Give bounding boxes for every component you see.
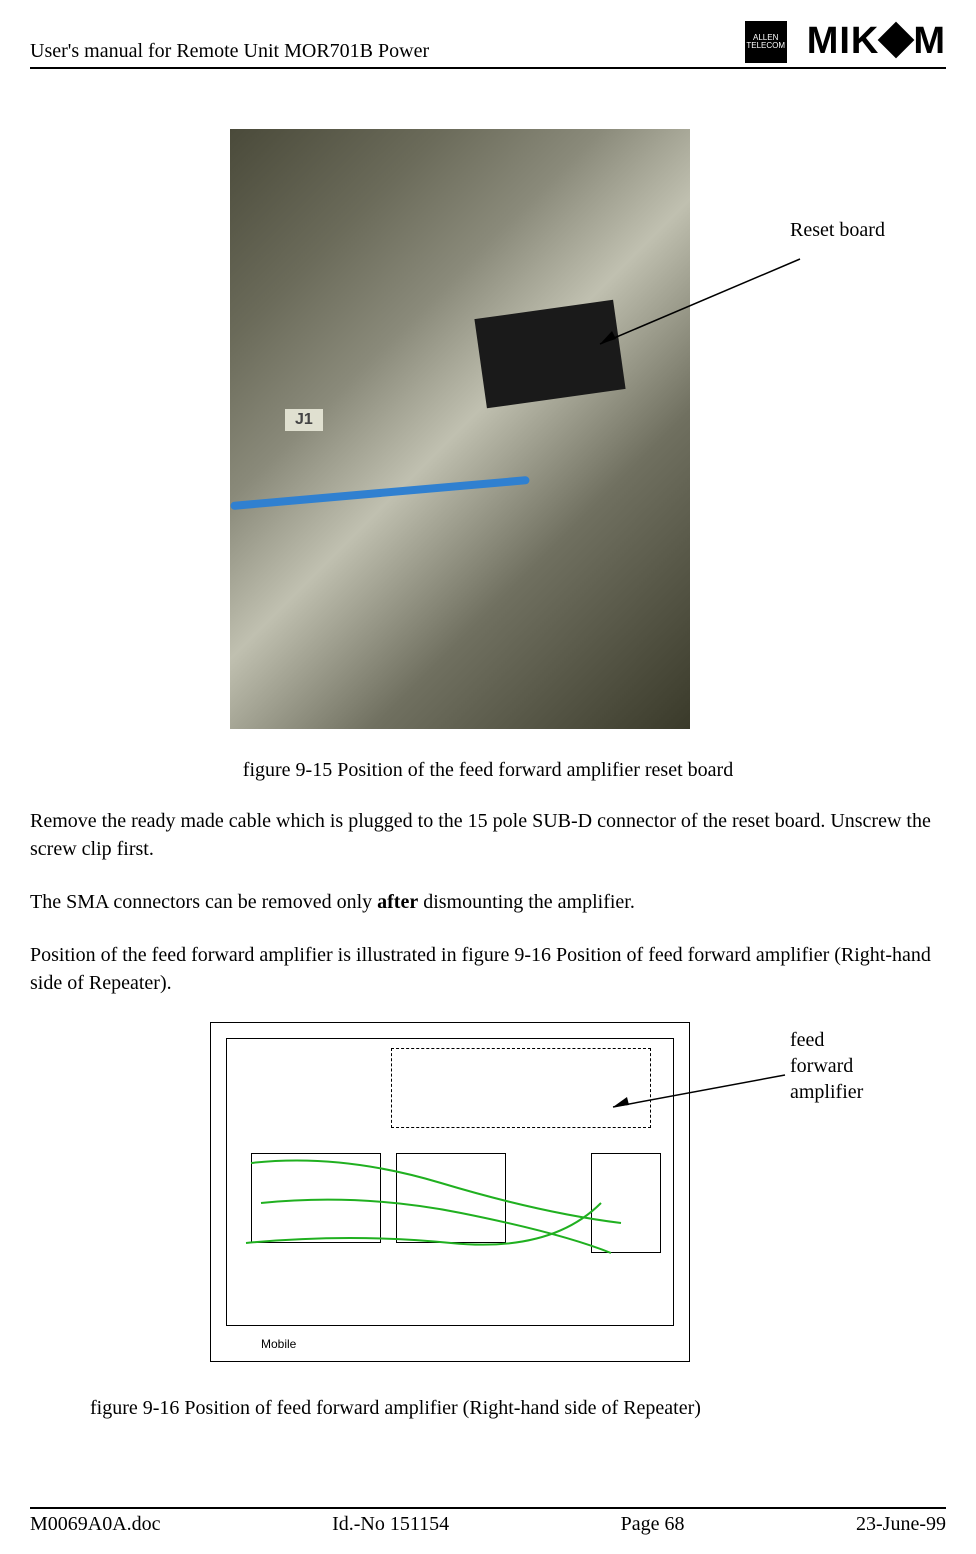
p2-part-c: dismounting the amplifier.: [418, 891, 635, 913]
feed-forward-callout: feed forward amplifier: [790, 1027, 863, 1105]
footer-date: 23-June-99: [856, 1513, 946, 1536]
footer-doc: M0069A0A.doc: [30, 1513, 161, 1536]
footer-page: Page 68: [621, 1513, 685, 1536]
reset-board-callout: Reset board: [790, 219, 885, 242]
mikom-left: MIK: [807, 20, 880, 63]
p2-part-a: The SMA connectors can be removed only: [30, 891, 377, 913]
figure-9-16: Mobile feed forward amplifier: [210, 1022, 960, 1362]
arrow-to-reset-board: [590, 249, 810, 369]
photo-cable-element: [230, 476, 530, 510]
mikom-right: M: [913, 20, 946, 63]
mikom-diamond-icon: [878, 21, 915, 58]
callout2-line1: feed: [790, 1027, 863, 1053]
paragraph-1: Remove the ready made cable which is plu…: [30, 807, 946, 863]
p2-bold: after: [377, 891, 418, 913]
page-footer: M0069A0A.doc Id.-No 151154 Page 68 23-Ju…: [30, 1507, 946, 1536]
page-header: User's manual for Remote Unit MOR701B Po…: [30, 20, 946, 69]
allen-telecom-logo: ALLEN TELECOM: [745, 21, 787, 63]
figure-9-15: Reset board: [230, 129, 930, 729]
figure-9-16-caption: figure 9-16 Position of feed forward amp…: [90, 1397, 946, 1420]
header-title: User's manual for Remote Unit MOR701B Po…: [30, 40, 429, 63]
figure-9-15-caption: figure 9-15 Position of the feed forward…: [30, 759, 946, 782]
callout2-line3: amplifier: [790, 1079, 863, 1105]
diagram-wiring: [241, 1143, 641, 1283]
mikom-logo: MIK M: [807, 20, 946, 63]
callout2-line2: forward: [790, 1053, 863, 1079]
reset-board-photo: [230, 129, 690, 729]
footer-id: Id.-No 151154: [332, 1513, 449, 1536]
header-logos: ALLEN TELECOM MIK M: [745, 20, 946, 63]
logo-line2: TELECOM: [746, 42, 785, 50]
arrow-to-amplifier: [605, 1067, 795, 1117]
paragraph-2: The SMA connectors can be removed only a…: [30, 888, 946, 916]
paragraph-3: Position of the feed forward amplifier i…: [30, 941, 946, 997]
mobile-label: Mobile: [261, 1337, 296, 1351]
